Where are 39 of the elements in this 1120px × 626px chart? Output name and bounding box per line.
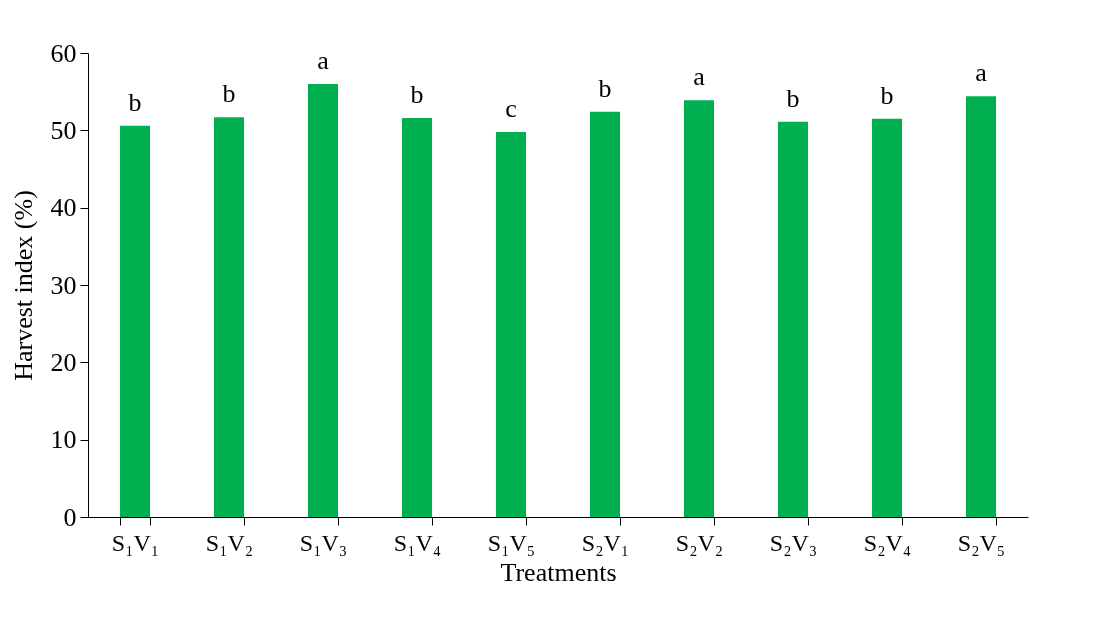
- x-tick-label: S₂V₅: [957, 529, 1006, 556]
- y-tick-label: 30: [50, 270, 77, 300]
- annotation: a: [693, 62, 706, 92]
- bar: [401, 117, 433, 517]
- annotation: b: [410, 79, 424, 109]
- annotation: b: [598, 73, 612, 103]
- y-tick-label: 0: [63, 502, 77, 532]
- bar: [495, 131, 527, 517]
- y-tick-label: 20: [50, 347, 77, 377]
- bar: [213, 117, 245, 517]
- x-axis-title: Treatments: [500, 557, 617, 587]
- y-tick-label: 40: [50, 193, 77, 223]
- x-tick-label: S₁V₄: [393, 529, 442, 556]
- x-tick-label: S₁V₃: [299, 529, 348, 556]
- x-tick-label: S₁V₂: [205, 529, 254, 556]
- bar: [683, 100, 715, 517]
- annotation: b: [786, 83, 800, 113]
- annotation: a: [975, 58, 988, 88]
- y-tick-label: 60: [50, 38, 77, 68]
- bar: [589, 111, 621, 517]
- x-tick-label: S₂V₃: [769, 529, 818, 556]
- bar: [119, 125, 151, 517]
- y-tick-label: 10: [50, 425, 77, 455]
- y-axis-title: Harvest index (%): [8, 190, 38, 381]
- annotation: c: [505, 93, 517, 123]
- y-tick-label: 50: [50, 115, 77, 145]
- annotation: b: [128, 87, 142, 117]
- annotation: b: [222, 79, 236, 109]
- annotation: a: [317, 45, 330, 75]
- x-tick-label: S₁V₅: [487, 529, 536, 556]
- bar: [965, 96, 997, 517]
- x-tick-label: S₂V₄: [863, 529, 912, 556]
- bar: [777, 121, 809, 517]
- x-tick-label: S₂V₂: [675, 529, 724, 556]
- bar: [307, 83, 339, 517]
- bar: [871, 118, 903, 517]
- x-tick-label: S₁V₁: [111, 529, 160, 556]
- x-tick-label: S₂V₁: [581, 529, 630, 556]
- annotation: b: [880, 80, 894, 110]
